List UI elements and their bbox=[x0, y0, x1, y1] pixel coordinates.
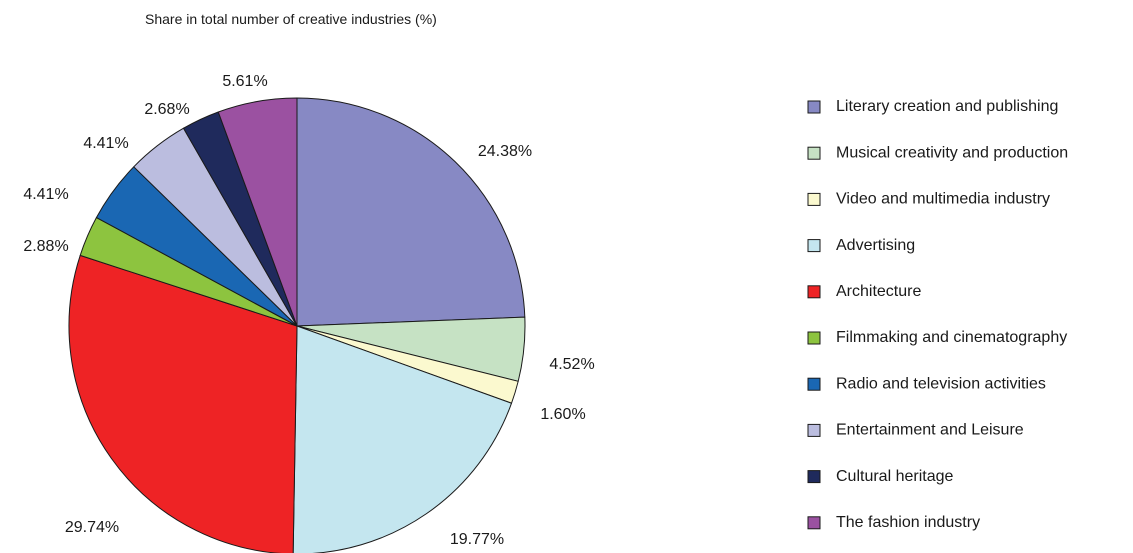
legend-label-advertising: Advertising bbox=[836, 237, 915, 254]
legend-label-the-fashion-industry: The fashion industry bbox=[836, 514, 980, 531]
chart-title: Share in total number of creative indust… bbox=[145, 11, 437, 27]
legend-label-radio-and-television-activities: Radio and television activities bbox=[836, 375, 1046, 392]
slice-label-architecture: 29.74% bbox=[65, 519, 119, 536]
legend-swatch-filmmaking-and-cinematography bbox=[807, 331, 821, 345]
slice-architecture bbox=[68, 254, 298, 553]
legend-swatch-musical-creativity-and-production bbox=[807, 146, 821, 160]
slice-label-entertainment-and-leisure: 4.41% bbox=[83, 135, 128, 152]
slice-label-the-fashion-industry: 5.61% bbox=[222, 73, 267, 90]
legend-label-cultural-heritage: Cultural heritage bbox=[836, 468, 954, 485]
slice-label-video-and-multimedia-industry: 1.60% bbox=[540, 406, 585, 423]
legend-label-entertainment-and-leisure: Entertainment and Leisure bbox=[836, 422, 1024, 439]
pie-slices bbox=[68, 97, 526, 553]
legend-swatch-radio-and-television-activities bbox=[807, 377, 821, 391]
legend-label-filmmaking-and-cinematography: Filmmaking and cinematography bbox=[836, 329, 1067, 346]
slice-literary-creation-and-publishing bbox=[296, 97, 526, 327]
slice-advertising bbox=[292, 325, 513, 553]
legend-label-musical-creativity-and-production: Musical creativity and production bbox=[836, 144, 1068, 161]
slice-label-cultural-heritage: 2.68% bbox=[144, 101, 189, 118]
legend-swatch-literary-creation-and-publishing bbox=[807, 100, 821, 114]
slice-label-radio-and-television-activities: 4.41% bbox=[23, 186, 68, 203]
legend-label-literary-creation-and-publishing: Literary creation and publishing bbox=[836, 98, 1058, 115]
pie-slice-labels: 24.38% 4.52% 1.60% 19.77% 29.74% 2.88% 4.41% 4.… bbox=[23, 73, 594, 548]
slice-label-advertising: 19.77% bbox=[450, 531, 504, 548]
legend-swatch-entertainment-and-leisure bbox=[807, 423, 821, 437]
legend-swatch-advertising bbox=[807, 239, 821, 253]
legend-label-architecture: Architecture bbox=[836, 283, 921, 300]
legend-swatch-cultural-heritage bbox=[807, 470, 821, 484]
legend-swatch-the-fashion-industry bbox=[807, 516, 821, 530]
legend-swatch-video-and-multimedia-industry bbox=[807, 192, 821, 206]
slice-label-literary-creation-and-publishing: 24.38% bbox=[478, 143, 532, 160]
legend-swatch-architecture bbox=[807, 285, 821, 299]
legend: Literary creation and publishing Musical … bbox=[807, 98, 1068, 531]
legend-label-video-and-multimedia-industry: Video and multimedia industry bbox=[836, 191, 1050, 208]
slice-the-fashion-industry bbox=[217, 97, 298, 327]
slice-label-filmmaking-and-cinematography: 2.88% bbox=[23, 238, 68, 255]
slice-label-musical-creativity-and-production: 4.52% bbox=[549, 356, 594, 373]
